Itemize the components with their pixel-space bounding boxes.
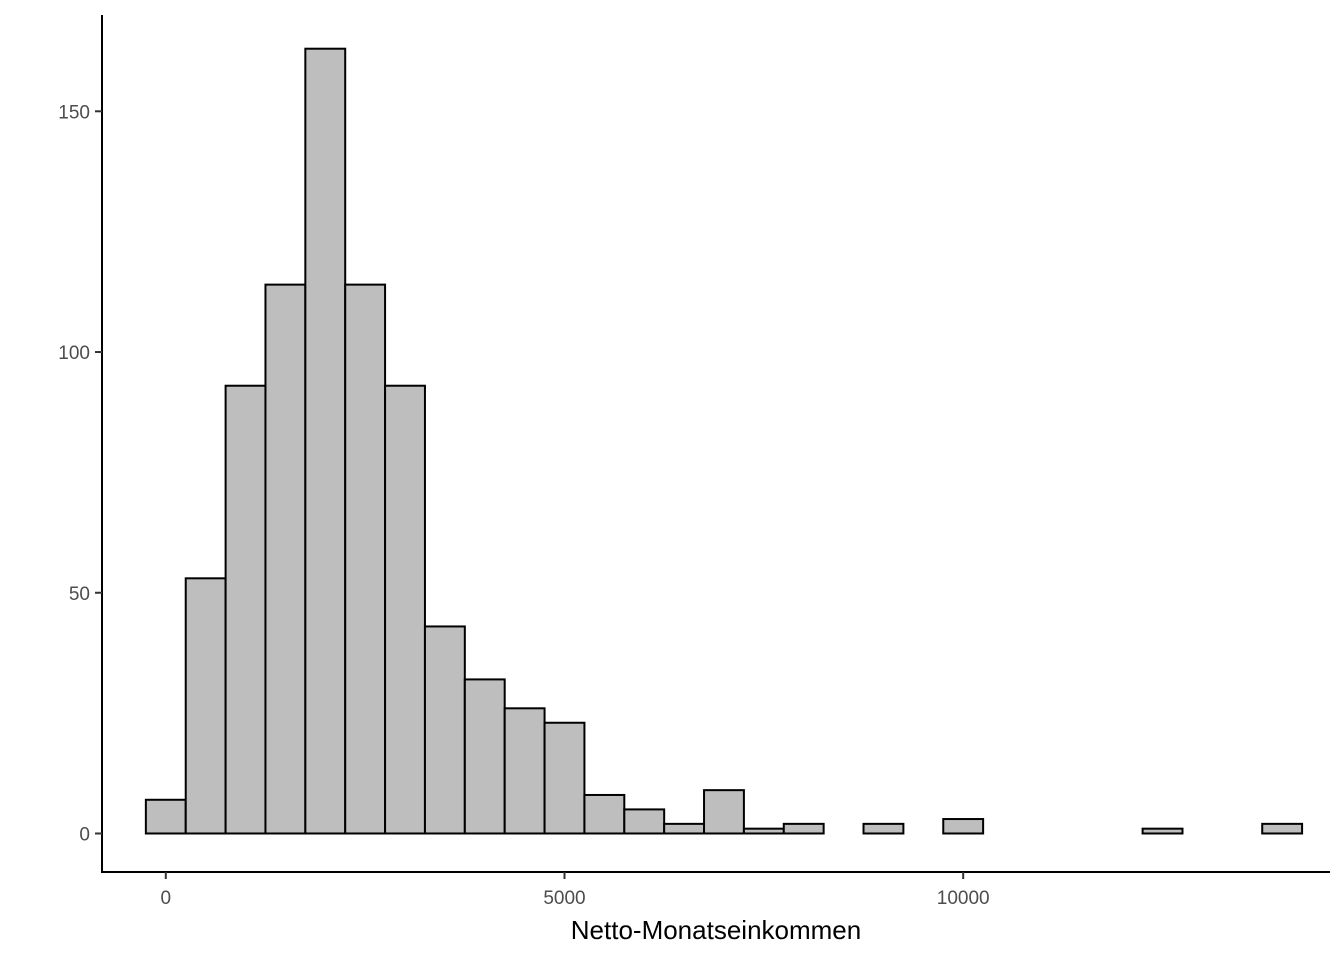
histogram-bar bbox=[1261, 822, 1304, 835]
histogram-bar bbox=[184, 577, 227, 835]
histogram-bar bbox=[623, 808, 666, 835]
histogram-bar bbox=[224, 384, 267, 835]
histogram-bar bbox=[942, 818, 985, 835]
histogram-bar bbox=[264, 283, 307, 835]
histogram-bar bbox=[742, 827, 785, 835]
y-tick-label: 150 bbox=[58, 102, 90, 123]
histogram-bar bbox=[384, 384, 426, 835]
histogram-bar bbox=[583, 793, 626, 835]
histogram-bar bbox=[144, 798, 187, 835]
histogram-bar bbox=[703, 789, 745, 835]
x-tick-label: 10000 bbox=[937, 888, 990, 909]
y-axis-ticks: 0 50 100 150 bbox=[58, 102, 102, 845]
histogram-bar bbox=[862, 822, 905, 835]
histogram-bar bbox=[1141, 827, 1184, 835]
x-axis-title: Netto-Monatseinkommen bbox=[571, 915, 861, 945]
histogram-bar bbox=[423, 625, 466, 835]
histogram-bar bbox=[463, 678, 506, 835]
histogram-bar bbox=[782, 822, 825, 835]
y-tick-label: 50 bbox=[69, 584, 90, 605]
x-axis-ticks: 0 5000 10000 bbox=[161, 872, 990, 909]
histogram-bar bbox=[543, 721, 586, 835]
histogram-bar bbox=[344, 283, 387, 835]
histogram-bars bbox=[144, 47, 1304, 835]
histogram-bar bbox=[304, 47, 347, 835]
histogram-bar bbox=[503, 707, 546, 835]
histogram-bar bbox=[663, 822, 706, 835]
x-tick-label: 0 bbox=[161, 888, 172, 909]
y-tick-label: 0 bbox=[79, 824, 90, 845]
x-tick-label: 5000 bbox=[543, 888, 585, 909]
y-tick-label: 100 bbox=[58, 343, 90, 364]
